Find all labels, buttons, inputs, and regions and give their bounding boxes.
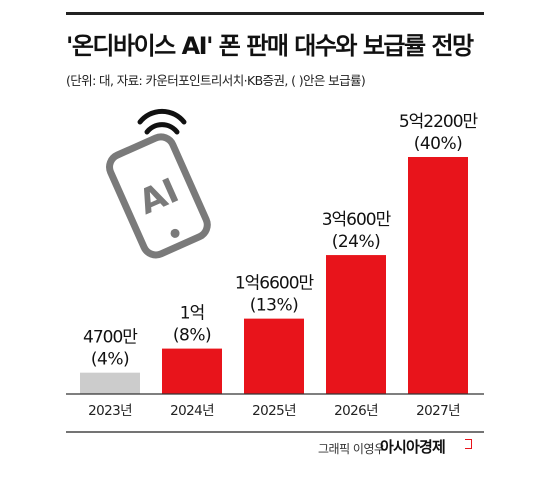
x-tick-label-2: 2025년 xyxy=(252,403,296,419)
brand-mark-icon xyxy=(465,439,472,449)
bar-value-label-2: 1억6600만 xyxy=(235,274,315,294)
bar-value-label-1: 1억 xyxy=(180,304,204,324)
bar-1 xyxy=(162,348,222,394)
bar-4 xyxy=(408,157,468,394)
ai-smartphone-wifi-icon: AI xyxy=(106,108,211,259)
x-tick-label-0: 2023년 xyxy=(88,403,132,419)
smartphone-icon: AI xyxy=(106,133,211,259)
x-tick-label-1: 2024년 xyxy=(170,403,214,419)
bar-rate-label-0: (4%) xyxy=(91,350,129,370)
chart-subtitle: (단위: 대, 자료: 카운터포인트리서치·KB증권, ( )안은 보급률) xyxy=(66,73,366,88)
graphic-credit: 그래픽 이영우 xyxy=(318,442,385,456)
brand-logo-text: 아시아경제 xyxy=(380,438,446,456)
bar-rate-label-3: (24%) xyxy=(332,232,381,252)
bar-rate-label-1: (8%) xyxy=(173,326,211,346)
bar-value-label-3: 3억600만 xyxy=(322,210,392,230)
bar-value-label-0: 4700만 xyxy=(83,328,138,348)
bar-3 xyxy=(326,255,386,394)
bar-2 xyxy=(244,318,304,394)
bar-0 xyxy=(80,372,140,394)
x-tick-label-3: 2026년 xyxy=(334,403,378,419)
bar-rate-label-4: (40%) xyxy=(414,134,463,154)
bar-rate-label-2: (13%) xyxy=(250,296,299,316)
x-tick-label-4: 2027년 xyxy=(416,403,460,419)
bar-value-label-4: 5억2200만 xyxy=(399,112,479,132)
chart-title: '온디바이스 AI' 폰 판매 대수와 보급률 전망 xyxy=(66,32,474,60)
top-rule xyxy=(66,12,484,15)
